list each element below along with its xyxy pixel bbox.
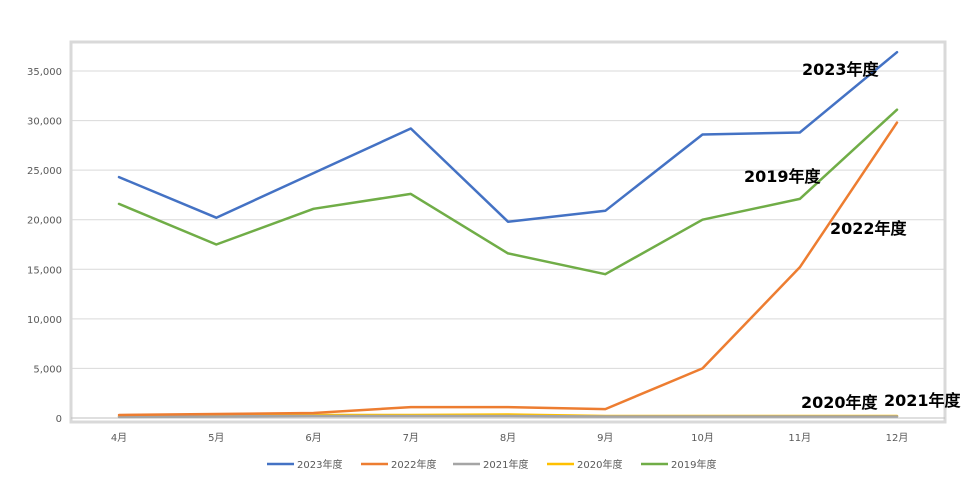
y-tick-label: 10,000	[27, 315, 62, 326]
legend-label: 2021年度	[483, 458, 528, 471]
annotation-2021: 2021年度	[884, 391, 962, 410]
y-tick-label: 35,000	[27, 67, 62, 78]
x-tick-label: 10月	[691, 432, 714, 444]
y-tick-label: 25,000	[27, 166, 62, 177]
legend-label: 2020年度	[577, 458, 622, 471]
y-tick-label: 0	[56, 414, 62, 425]
legend-label: 2023年度	[297, 458, 342, 471]
x-axis-ticks: 4月 5月 6月 7月 8月 9月 10月 11月 12月	[111, 432, 909, 444]
annotation-2019: 2019年度	[744, 167, 822, 186]
legend: 2023年度 2022年度 2021年度 2020年度 2019年度	[267, 458, 716, 471]
series-lines	[117, 50, 899, 419]
x-tick-label: 9月	[597, 432, 613, 444]
series-line-2023年度	[117, 50, 899, 223]
y-axis-ticks: 0 5,000 10,000 15,000 20,000 25,000 30,000 35,0…	[27, 67, 62, 425]
y-tick-label: 5,000	[33, 364, 62, 375]
legend-label: 2022年度	[391, 458, 436, 471]
x-tick-label: 8月	[500, 432, 516, 444]
y-tick-label: 15,000	[27, 265, 62, 276]
x-tick-label: 12月	[886, 432, 909, 444]
x-tick-label: 5月	[208, 432, 224, 444]
series-line-2019年度	[117, 108, 899, 276]
annotation-2022: 2022年度	[830, 219, 908, 238]
x-tick-label: 4月	[111, 432, 127, 444]
series-annotations: 2023年度 2019年度 2022年度 2020年度 2021年度	[744, 60, 962, 412]
y-tick-label: 30,000	[27, 117, 62, 128]
x-tick-label: 7月	[403, 432, 419, 444]
plot-frame	[69, 40, 947, 424]
x-tick-label: 6月	[305, 432, 321, 444]
gridlines	[71, 70, 945, 419]
series-line-2021年度	[117, 414, 899, 419]
y-tick-label: 20,000	[27, 216, 62, 227]
annotation-2023: 2023年度	[802, 60, 880, 79]
legend-label: 2019年度	[671, 458, 716, 471]
series-line-2022年度	[117, 121, 899, 417]
annotation-2020: 2020年度	[801, 393, 879, 412]
x-tick-label: 11月	[788, 432, 811, 444]
